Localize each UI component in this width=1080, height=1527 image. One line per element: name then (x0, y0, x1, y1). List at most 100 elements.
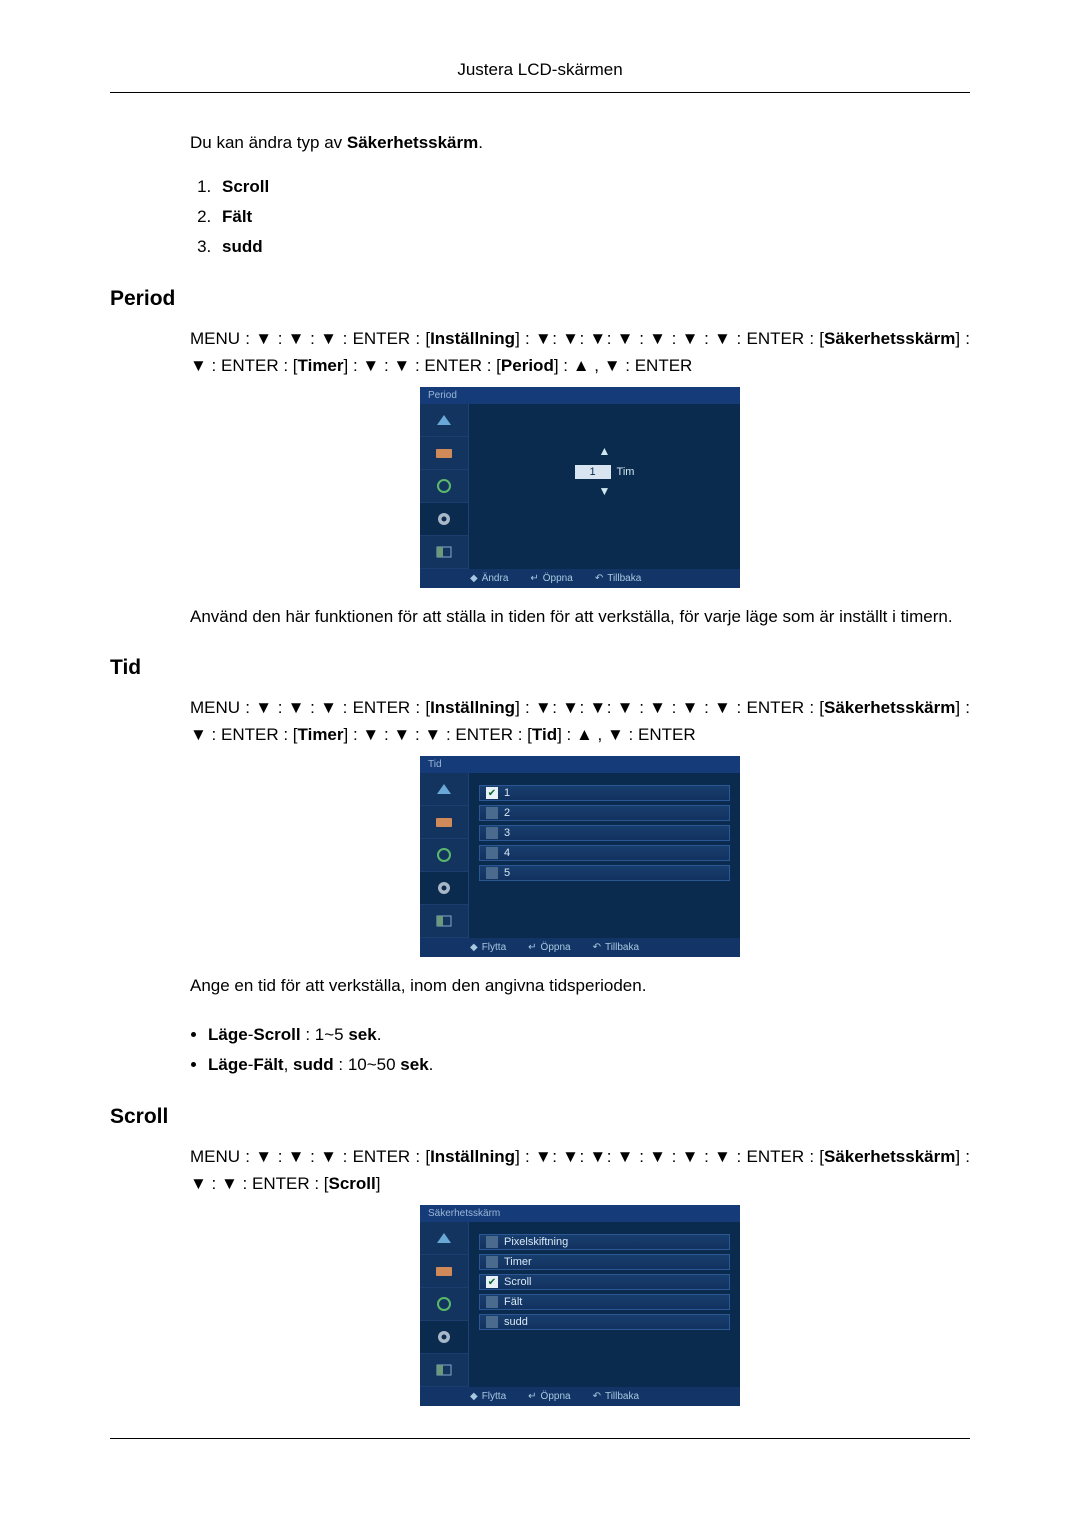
osd-footer: ◆ Ändra ↵ Öppna ↶ Tillbaka (420, 569, 740, 588)
type-item: sudd (216, 237, 970, 257)
osd-tab-icon (420, 1222, 468, 1255)
osd-tab-icon (420, 1255, 468, 1288)
box-icon (486, 827, 498, 839)
osd-list-label: 3 (504, 827, 510, 839)
nav-bold: Inställning (430, 1147, 515, 1166)
nav-frag: ] : ▼: ▼: ▼: ▼ : ▼ : ▼ : ▼ : ENTER : [ (515, 329, 824, 348)
nav-frag: ] : ▼: ▼: ▼: ▼ : ▼ : ▼ : ▼ : ENTER : [ (515, 1147, 824, 1166)
osd-tab-icon (420, 1288, 468, 1321)
osd-list-row: Timer (479, 1254, 730, 1270)
osd-footer: ◆ Flytta ↵ Öppna ↶ Tillbaka (420, 1387, 740, 1406)
osd-main: ▲ 1 Tim ▼ (469, 404, 740, 569)
nav-bold: Säkerhetsskärm (824, 329, 955, 348)
section-tid-title: Tid (110, 656, 970, 680)
osd-footer-item: ◆ Ändra (470, 573, 508, 584)
b-mode2: sudd (293, 1055, 334, 1074)
osd-footer-item: ↵ Öppna (528, 942, 570, 953)
osd-footer: ◆ Flytta ↵ Öppna ↶ Tillbaka (420, 938, 740, 957)
osd-main: Pixelskiftning Timer ✔ Scroll Fält sudd (469, 1222, 740, 1387)
b-sep2: , (284, 1055, 293, 1074)
b-label: Läge (208, 1055, 248, 1074)
osd-title: Säkerhetsskärm (420, 1205, 740, 1222)
check-icon: ✔ (486, 1276, 498, 1288)
b-unit: sek (348, 1025, 376, 1044)
osd-footer-item: ↶ Tillbaka (593, 942, 639, 953)
osd-footer-item: ↶ Tillbaka (593, 1391, 639, 1402)
b-mode: Fält (253, 1055, 283, 1074)
nav-frag: ] : ▼: ▼: ▼: ▼ : ▼ : ▼ : ▼ : ENTER : [ (515, 698, 824, 717)
osd-tab-icon (420, 806, 468, 839)
box-icon (486, 807, 498, 819)
page-header: Justera LCD-skärmen (110, 60, 970, 93)
nav-bold: Inställning (430, 329, 515, 348)
type-item: Fält (216, 207, 970, 227)
nav-frag: ] : ▼ : ▼ : ENTER : [ (344, 356, 501, 375)
osd-list-row: sudd (479, 1314, 730, 1330)
osd-list-row: ✔ Scroll (479, 1274, 730, 1290)
nav-frag: ] (376, 1174, 381, 1193)
osd-footer-label: Flytta (482, 942, 506, 953)
osd-list-label: Fält (504, 1296, 522, 1308)
arrow-up-icon: ▲ (599, 444, 611, 458)
osd-tab-icon (420, 1321, 468, 1354)
osd-footer-item: ↵ Öppna (528, 1391, 570, 1402)
osd-tid: Tid ✔1 2 3 4 5 (420, 756, 740, 957)
osd-tab-icon (420, 872, 468, 905)
nav-frag: ] : ▲ , ▼ : ENTER (557, 725, 696, 744)
osd-sidebar (420, 1222, 469, 1387)
b-label: Läge (208, 1025, 248, 1044)
osd-footer-label: Öppna (543, 573, 573, 584)
intro-end: . (478, 133, 483, 152)
section-scroll-title: Scroll (110, 1105, 970, 1129)
osd-list-label: Timer (504, 1256, 532, 1268)
osd-period-unit: Tim (617, 466, 635, 478)
nav-frag: MENU : ▼ : ▼ : ▼ : ENTER : [ (190, 329, 430, 348)
b-rest: : 1~5 (301, 1025, 349, 1044)
b-unit: sek (400, 1055, 428, 1074)
osd-list-row: Pixelskiftning (479, 1234, 730, 1250)
box-icon (486, 1256, 498, 1268)
nav-scroll: MENU : ▼ : ▼ : ▼ : ENTER : [Inställning]… (190, 1143, 970, 1197)
nav-tid: MENU : ▼ : ▼ : ▼ : ENTER : [Inställning]… (190, 694, 970, 748)
nav-bold: Scroll (329, 1174, 376, 1193)
osd-title: Period (420, 387, 740, 404)
osd-list-row: 5 (479, 865, 730, 881)
osd-tab-icon (420, 470, 468, 503)
period-desc: Använd den här funktionen för att ställa… (190, 604, 970, 630)
osd-list-row: 4 (479, 845, 730, 861)
osd-footer-label: Tillbaka (607, 573, 641, 584)
box-icon (486, 867, 498, 879)
b-end: . (429, 1055, 434, 1074)
osd-list-label: Scroll (504, 1276, 532, 1288)
type-item: Scroll (216, 177, 970, 197)
type-item-label: Scroll (222, 177, 269, 196)
check-icon: ✔ (486, 787, 498, 799)
osd-scroll: Säkerhetsskärm Pixelskiftning Timer ✔ Scr… (420, 1205, 740, 1406)
osd-tab-icon (420, 773, 468, 806)
osd-list-row: 2 (479, 805, 730, 821)
osd-title: Tid (420, 756, 740, 773)
osd-tab-icon (420, 1354, 468, 1387)
b-end: . (377, 1025, 382, 1044)
osd-tab-icon (420, 536, 468, 569)
osd-footer-item: ↶ Tillbaka (595, 573, 641, 584)
osd-tab-icon (420, 503, 468, 536)
osd-list-label: Pixelskiftning (504, 1236, 568, 1248)
osd-list-label: 5 (504, 867, 510, 879)
tid-bullets: Läge-Scroll : 1~5 sek. Läge-Fält, sudd :… (208, 1025, 970, 1075)
box-icon (486, 1296, 498, 1308)
b-mode: Scroll (253, 1025, 300, 1044)
nav-frag: MENU : ▼ : ▼ : ▼ : ENTER : [ (190, 1147, 430, 1166)
osd-period-value: 1 (575, 465, 611, 479)
osd-tab-icon (420, 839, 468, 872)
osd-footer-label: Ändra (482, 573, 509, 584)
osd-footer-label: Flytta (482, 1391, 506, 1402)
tid-desc: Ange en tid för att verkställa, inom den… (190, 973, 970, 999)
page-footer-rule (110, 1438, 970, 1439)
osd-sidebar (420, 773, 469, 938)
osd-footer-label: Tillbaka (605, 942, 639, 953)
osd-footer-item: ◆ Flytta (470, 1391, 506, 1402)
osd-list-row: 3 (479, 825, 730, 841)
osd-tab-icon (420, 905, 468, 938)
nav-bold: Inställning (430, 698, 515, 717)
